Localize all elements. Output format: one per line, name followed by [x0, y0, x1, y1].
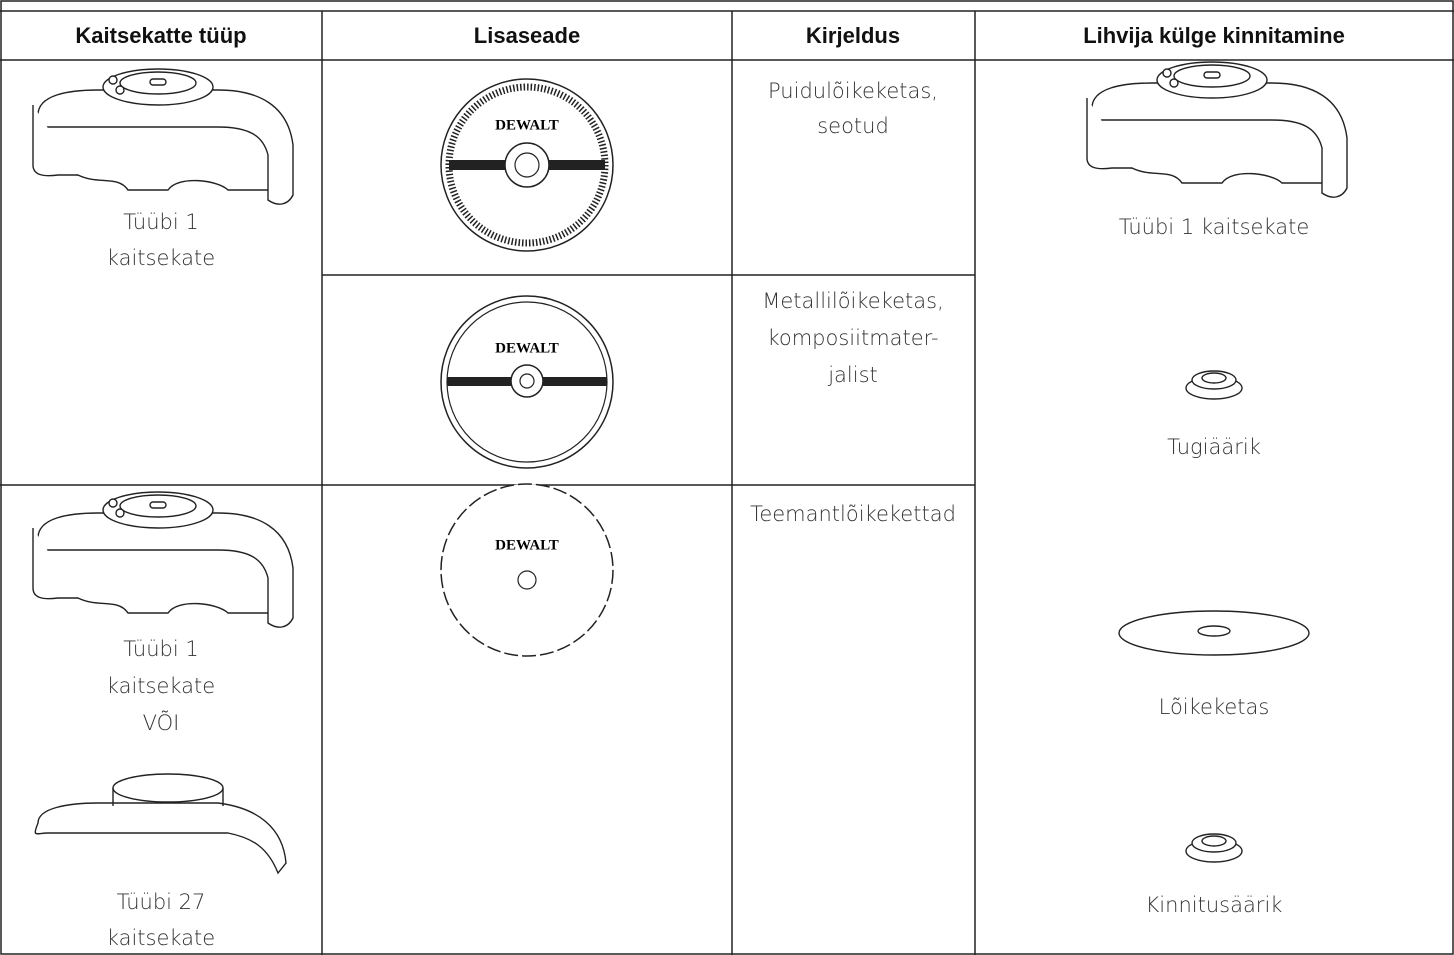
- disc-illustration: [1118, 610, 1310, 656]
- description: Teemantlõikekettad: [750, 502, 956, 526]
- diamond-disc: [440, 483, 614, 657]
- guard-label: kaitsekate: [107, 926, 215, 950]
- header: Lihvija külge kinnitamine: [1083, 23, 1345, 48]
- mounting-label: Kinnitusäärik: [1146, 893, 1283, 917]
- guard-label: kaitsekate: [107, 674, 215, 698]
- guard-label: Tüübi 1: [123, 637, 198, 661]
- description: komposiitmater-: [767, 326, 938, 350]
- guard-illustration: [1086, 61, 1348, 198]
- mounting-label: Tüübi 1 kaitsekate: [1119, 215, 1310, 239]
- mounting-label: Tugiäärik: [1167, 435, 1261, 459]
- guard-label: VÕI: [143, 710, 180, 735]
- guard-label: kaitsekate: [107, 246, 215, 270]
- description: jalist: [827, 363, 878, 387]
- flange-illustration: [1185, 370, 1243, 400]
- wood-disc: [440, 78, 614, 252]
- metal-disc: [440, 295, 614, 469]
- guard-illustration: [32, 68, 294, 205]
- mounting-label: Lõikeketas: [1159, 695, 1270, 719]
- guard-label: Tüübi 1: [123, 210, 198, 234]
- guard-illustration: [32, 491, 294, 628]
- guard-illustration: [34, 773, 287, 874]
- description: Puidulõikeketas,: [768, 79, 938, 103]
- header: Lisaseade: [474, 23, 580, 48]
- header: Kirjeldus: [806, 23, 900, 48]
- logo: DEWALT: [495, 537, 559, 553]
- description: seotud: [817, 114, 889, 138]
- logo: DEWALT: [495, 340, 559, 356]
- header: Kaitsekatte tüüp: [75, 23, 246, 48]
- description: Metallilõikeketas,: [762, 289, 944, 313]
- guard-label: Tüübi 27: [117, 890, 206, 914]
- logo: DEWALT: [495, 117, 559, 133]
- flange-illustration: [1185, 833, 1243, 863]
